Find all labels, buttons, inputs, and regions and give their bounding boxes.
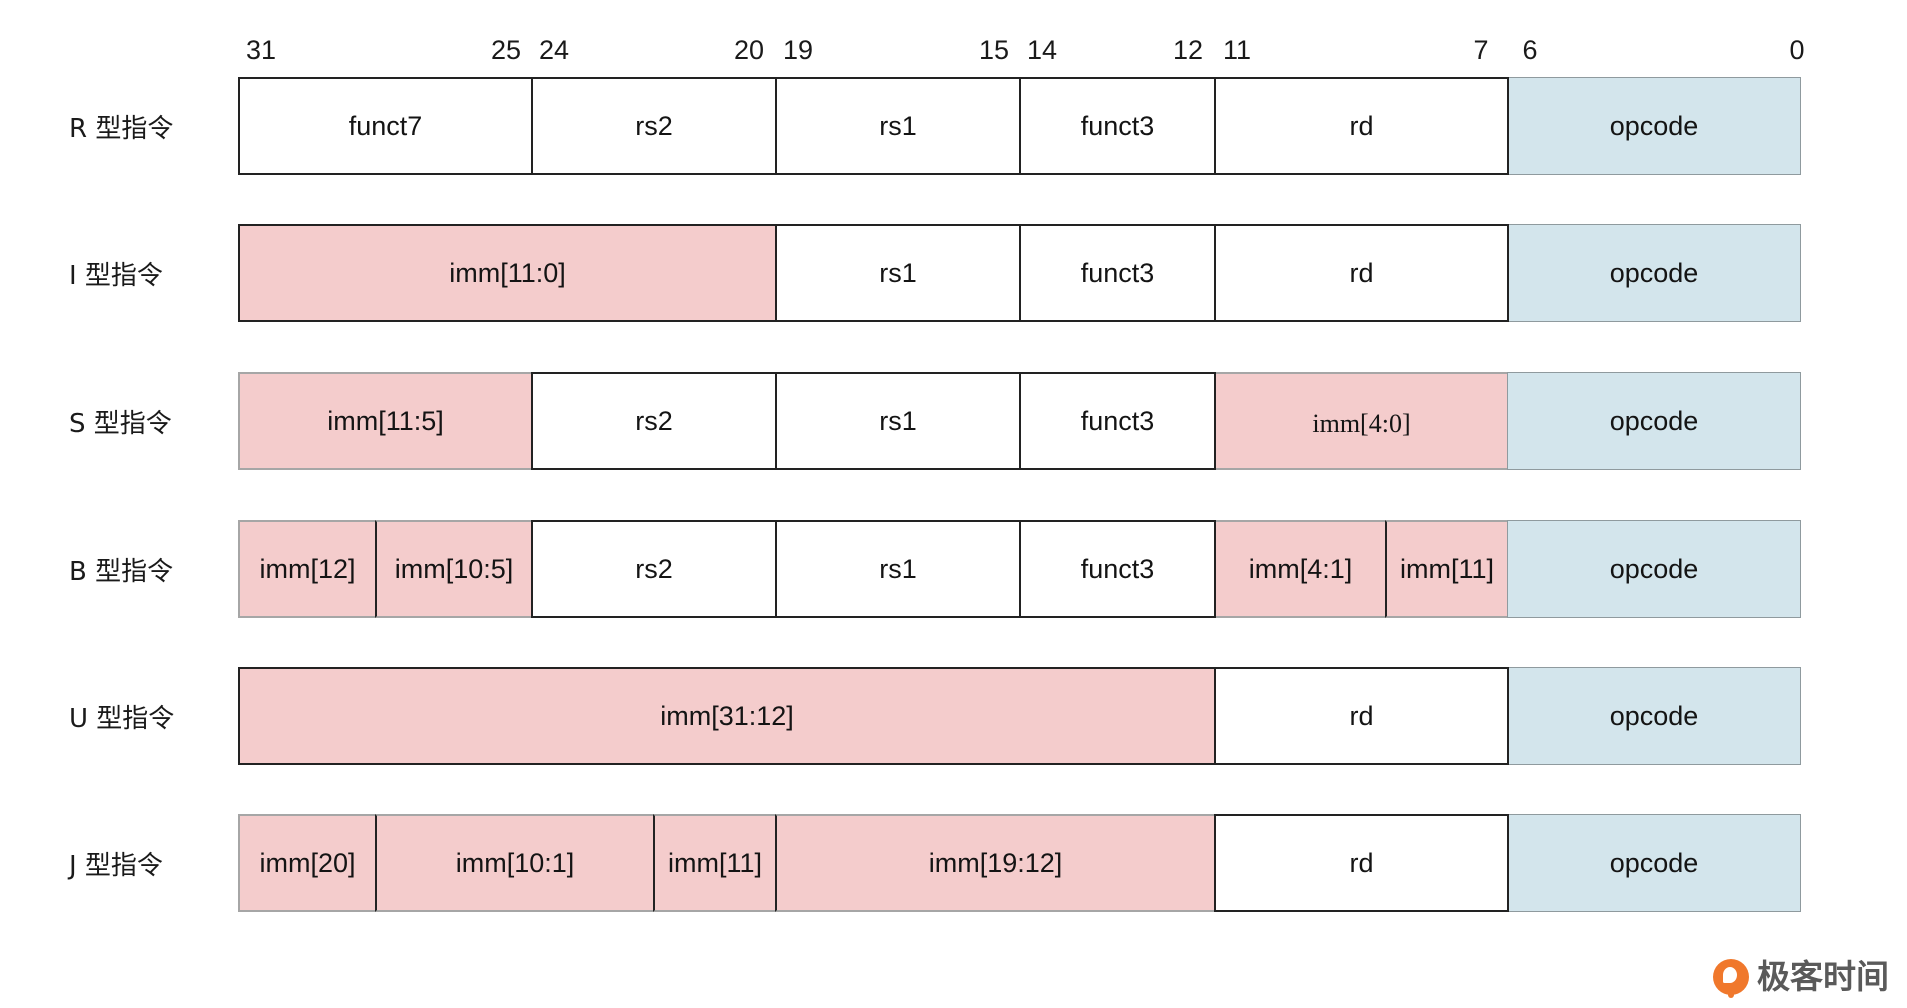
row-label-u-type: U 型指令: [69, 703, 175, 734]
field-rs1: rs1: [775, 77, 1021, 175]
row-label-j-type: J 型指令: [69, 850, 163, 881]
bit-label-6: 6: [1522, 35, 1538, 65]
field-rs2: rs2: [531, 520, 777, 618]
field-opcode: opcode: [1507, 520, 1801, 618]
field-rd: rd: [1214, 77, 1509, 175]
field-imm-11: imm[11]: [1385, 520, 1509, 618]
field-funct3: funct3: [1019, 520, 1216, 618]
field-imm-4-0: imm[4:0]: [1214, 372, 1509, 470]
row-label-s-type: S 型指令: [69, 408, 172, 439]
field-imm-11-5: imm[11:5]: [238, 372, 533, 470]
field-imm-11-0: imm[11:0]: [238, 224, 777, 322]
bit-label-19: 19: [782, 35, 814, 65]
row-label-r-type: R 型指令: [69, 113, 174, 144]
field-imm-31-12: imm[31:12]: [238, 667, 1216, 765]
field-imm-12: imm[12]: [238, 520, 377, 618]
bit-label-24: 24: [538, 35, 570, 65]
bit-label-12: 12: [1172, 35, 1204, 65]
field-imm-19-12: imm[19:12]: [775, 814, 1216, 912]
field-rd: rd: [1214, 224, 1509, 322]
field-funct7: funct7: [238, 77, 533, 175]
row-label-i-type: I 型指令: [69, 260, 163, 291]
field-imm-20: imm[20]: [238, 814, 377, 912]
geektime-logo-icon: [1713, 959, 1749, 998]
field-imm-11: imm[11]: [653, 814, 777, 912]
bit-label-11: 11: [1222, 35, 1252, 65]
field-rs1: rs1: [775, 520, 1021, 618]
field-imm-10-5: imm[10:5]: [375, 520, 533, 618]
field-rd: rd: [1214, 667, 1509, 765]
field-imm-10-1: imm[10:1]: [375, 814, 655, 912]
field-rs1: rs1: [775, 224, 1021, 322]
field-imm-4-1: imm[4:1]: [1214, 520, 1387, 618]
field-opcode: opcode: [1507, 814, 1801, 912]
row-label-b-type: B 型指令: [69, 556, 174, 587]
bit-label-25: 25: [490, 35, 522, 65]
watermark-text: 极客时间: [1757, 957, 1889, 996]
field-opcode: opcode: [1507, 77, 1801, 175]
bit-label-0: 0: [1789, 35, 1805, 65]
bit-label-15: 15: [978, 35, 1010, 65]
field-rd: rd: [1214, 814, 1509, 912]
bit-label-14: 14: [1026, 35, 1058, 65]
field-opcode: opcode: [1507, 667, 1801, 765]
field-funct3: funct3: [1019, 372, 1216, 470]
field-funct3: funct3: [1019, 77, 1216, 175]
field-rs2: rs2: [531, 77, 777, 175]
bit-label-31: 31: [245, 35, 277, 65]
field-rs1: rs1: [775, 372, 1021, 470]
bit-label-20: 20: [733, 35, 765, 65]
bit-label-7: 7: [1473, 35, 1489, 65]
field-opcode: opcode: [1507, 372, 1801, 470]
field-opcode: opcode: [1507, 224, 1801, 322]
field-rs2: rs2: [531, 372, 777, 470]
field-funct3: funct3: [1019, 224, 1216, 322]
